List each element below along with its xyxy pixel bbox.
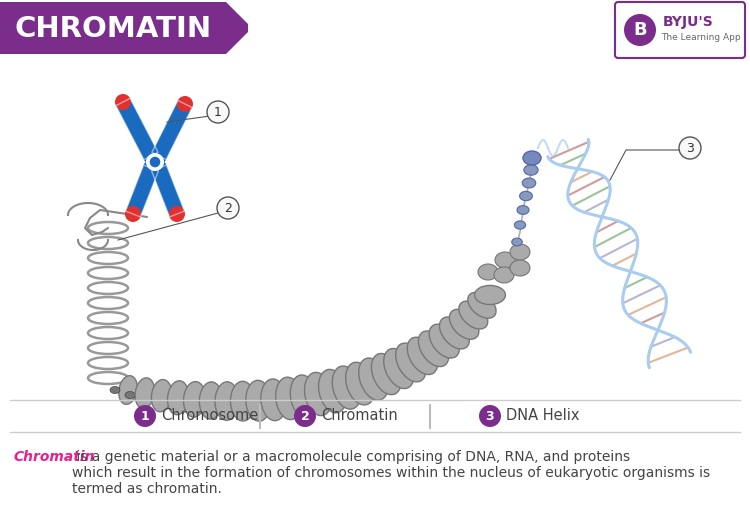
Ellipse shape <box>118 376 137 404</box>
Circle shape <box>146 153 164 171</box>
Text: 2: 2 <box>301 410 309 422</box>
Text: BYJU'S: BYJU'S <box>663 15 714 29</box>
Ellipse shape <box>510 260 530 276</box>
Ellipse shape <box>276 377 302 420</box>
Circle shape <box>143 160 159 176</box>
Ellipse shape <box>246 381 271 421</box>
Circle shape <box>143 148 159 164</box>
Text: is a genetic material or a macromolecule comprising of DNA, RNA, and proteins
wh: is a genetic material or a macromolecule… <box>72 450 710 497</box>
Ellipse shape <box>524 165 538 175</box>
PathPatch shape <box>0 2 248 54</box>
Circle shape <box>115 94 131 110</box>
Ellipse shape <box>290 375 317 418</box>
Text: CHROMATIN: CHROMATIN <box>14 15 211 43</box>
Ellipse shape <box>358 358 388 400</box>
Circle shape <box>294 405 316 427</box>
Circle shape <box>151 148 167 164</box>
Ellipse shape <box>459 301 488 329</box>
Polygon shape <box>125 165 158 217</box>
Ellipse shape <box>230 381 255 421</box>
Text: B: B <box>633 21 646 39</box>
Ellipse shape <box>110 386 120 393</box>
Text: DNA Helix: DNA Helix <box>506 409 580 423</box>
Circle shape <box>624 14 656 46</box>
Text: The Learning App: The Learning App <box>661 33 740 42</box>
Ellipse shape <box>143 393 153 401</box>
Ellipse shape <box>200 382 222 419</box>
Circle shape <box>149 156 161 168</box>
Ellipse shape <box>407 337 438 375</box>
Text: Chromosome: Chromosome <box>161 409 258 423</box>
Circle shape <box>134 405 156 427</box>
Text: 1: 1 <box>214 105 222 119</box>
Ellipse shape <box>319 369 347 413</box>
Text: 3: 3 <box>686 142 694 155</box>
Ellipse shape <box>510 244 530 260</box>
Circle shape <box>679 137 701 159</box>
Ellipse shape <box>419 331 448 367</box>
Ellipse shape <box>512 238 522 246</box>
Ellipse shape <box>125 392 135 399</box>
Ellipse shape <box>520 191 532 201</box>
Ellipse shape <box>449 310 479 339</box>
Ellipse shape <box>514 221 526 229</box>
Ellipse shape <box>332 366 361 409</box>
Ellipse shape <box>475 286 506 305</box>
Polygon shape <box>116 99 158 160</box>
Text: Chromatin: Chromatin <box>14 450 95 464</box>
Ellipse shape <box>384 348 414 388</box>
Text: 1: 1 <box>141 410 149 422</box>
Ellipse shape <box>523 151 541 165</box>
Ellipse shape <box>494 267 514 283</box>
Circle shape <box>217 197 239 219</box>
Ellipse shape <box>185 392 195 399</box>
Circle shape <box>169 206 185 222</box>
FancyBboxPatch shape <box>615 2 745 58</box>
Ellipse shape <box>184 382 206 417</box>
Ellipse shape <box>522 178 536 188</box>
Ellipse shape <box>495 252 515 268</box>
Ellipse shape <box>304 373 332 416</box>
Ellipse shape <box>429 324 460 358</box>
Ellipse shape <box>517 206 529 215</box>
Ellipse shape <box>135 378 154 408</box>
Ellipse shape <box>440 317 470 349</box>
Ellipse shape <box>468 293 496 318</box>
Text: Chromatin: Chromatin <box>321 409 398 423</box>
Text: 2: 2 <box>224 201 232 215</box>
Circle shape <box>125 206 141 222</box>
Ellipse shape <box>167 381 189 415</box>
Circle shape <box>207 101 229 123</box>
Ellipse shape <box>152 379 172 412</box>
Ellipse shape <box>371 354 401 395</box>
Ellipse shape <box>478 264 498 280</box>
Polygon shape <box>152 100 192 160</box>
Circle shape <box>479 405 501 427</box>
Ellipse shape <box>396 343 426 382</box>
Ellipse shape <box>215 382 238 420</box>
Polygon shape <box>152 165 184 217</box>
Ellipse shape <box>346 362 375 405</box>
Ellipse shape <box>261 379 286 421</box>
Circle shape <box>151 160 167 176</box>
Circle shape <box>177 96 193 112</box>
Ellipse shape <box>163 393 173 401</box>
Ellipse shape <box>207 386 217 393</box>
Text: 3: 3 <box>486 410 494 422</box>
